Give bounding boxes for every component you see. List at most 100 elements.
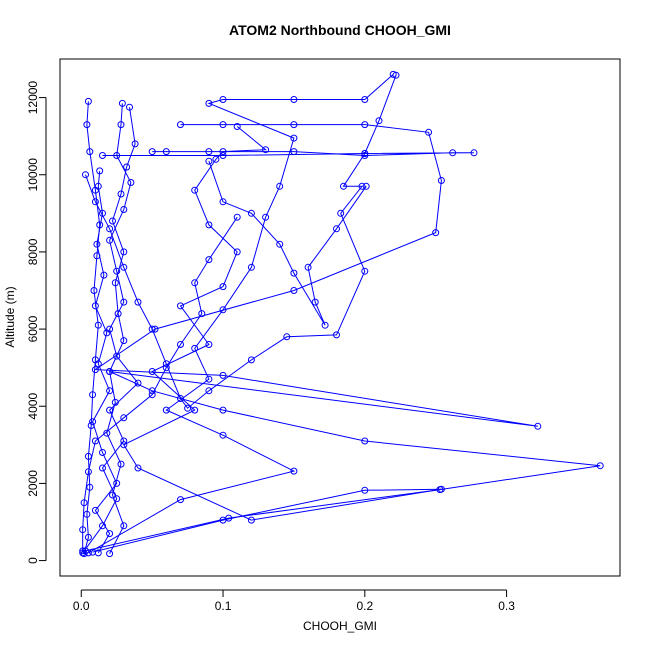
- data-point: [361, 96, 369, 103]
- data-point: [358, 182, 366, 190]
- data-point: [290, 121, 298, 129]
- series-2: [79, 99, 142, 557]
- y-tick-label: 4000: [26, 393, 40, 420]
- data-point: [96, 167, 104, 175]
- series-line: [102, 151, 475, 157]
- data-point: [94, 182, 102, 190]
- data-point: [148, 391, 156, 399]
- data-point: [449, 149, 457, 157]
- data-point: [534, 422, 542, 430]
- data-point: [148, 148, 156, 156]
- data-point: [86, 148, 94, 156]
- data-point: [162, 364, 170, 372]
- data-point: [290, 467, 298, 475]
- series-line: [92, 126, 442, 553]
- series-line: [82, 216, 238, 551]
- data-point: [219, 431, 227, 439]
- data-point: [205, 221, 213, 229]
- data-point: [109, 217, 116, 225]
- series-line: [92, 170, 118, 554]
- data-point: [321, 321, 329, 329]
- data-point: [91, 302, 99, 310]
- series-line: [208, 161, 367, 326]
- data-point: [120, 263, 128, 271]
- data-point: [437, 177, 445, 184]
- data-point: [106, 406, 114, 414]
- data-point: [205, 99, 213, 107]
- data-point: [389, 70, 397, 78]
- data-point: [106, 368, 114, 375]
- data-point: [311, 298, 319, 306]
- x-axis: 0.0 0.1 0.2 0.3: [73, 589, 515, 613]
- series-1: [80, 97, 104, 558]
- y-axis-title: Altitude (m): [3, 286, 17, 347]
- data-point: [205, 375, 213, 383]
- data-point: [205, 341, 213, 348]
- y-tick-label: 10000: [26, 158, 40, 192]
- y-tick-label: 2000: [26, 470, 40, 497]
- data-point: [93, 240, 101, 248]
- data-point: [99, 209, 106, 217]
- data-point: [91, 437, 99, 445]
- data-point: [94, 360, 102, 368]
- series-layer: [79, 70, 604, 558]
- x-tick-label: 0.1: [215, 599, 232, 613]
- data-point: [191, 406, 199, 414]
- y-tick-label: 12000: [26, 81, 40, 115]
- data-point: [86, 483, 94, 491]
- data-point: [89, 391, 97, 399]
- data-point: [219, 371, 227, 379]
- data-point: [375, 117, 383, 125]
- data-point: [117, 190, 125, 198]
- series-line: [106, 107, 136, 554]
- data-point: [198, 310, 206, 318]
- y-tick-label: 6000: [26, 315, 40, 342]
- data-point: [247, 263, 255, 271]
- data-point: [340, 182, 347, 190]
- data-point: [99, 449, 106, 456]
- data-point: [84, 97, 92, 105]
- data-point: [392, 71, 400, 79]
- series-9: [89, 123, 445, 556]
- series-line: [82, 103, 139, 554]
- data-point: [113, 267, 121, 275]
- data-point: [290, 287, 298, 294]
- data-point: [91, 198, 99, 206]
- data-point: [219, 121, 227, 129]
- data-point: [148, 368, 156, 375]
- series-4: [82, 121, 604, 555]
- data-point: [117, 121, 125, 129]
- data-point: [290, 148, 298, 156]
- data-point: [177, 302, 184, 310]
- data-point: [212, 155, 220, 163]
- data-point: [106, 530, 114, 538]
- data-point: [262, 213, 270, 221]
- data-point: [219, 406, 227, 414]
- data-point: [361, 437, 369, 445]
- x-tick-label: 0.2: [356, 599, 373, 613]
- data-point: [148, 325, 156, 333]
- data-point: [120, 206, 128, 213]
- data-point: [106, 225, 114, 233]
- data-point: [120, 437, 128, 445]
- series-10: [103, 103, 139, 558]
- x-tick-label: 0.3: [498, 599, 515, 613]
- data-point: [134, 298, 142, 306]
- x-axis-title: CHOOH_GMI: [303, 619, 377, 633]
- data-point: [109, 491, 116, 499]
- series-8: [89, 167, 121, 557]
- y-tick-label: 0: [26, 557, 40, 564]
- data-point: [219, 283, 227, 291]
- data-point: [131, 140, 139, 148]
- data-point: [276, 240, 284, 248]
- series-7: [82, 71, 400, 412]
- data-point: [205, 256, 213, 264]
- data-point: [91, 506, 99, 514]
- data-point: [333, 331, 340, 339]
- data-point: [290, 134, 298, 142]
- data-point: [177, 121, 184, 129]
- series-line: [88, 74, 394, 554]
- x-tick-label: 0.0: [73, 599, 90, 613]
- data-point: [113, 352, 121, 360]
- data-point: [79, 526, 87, 534]
